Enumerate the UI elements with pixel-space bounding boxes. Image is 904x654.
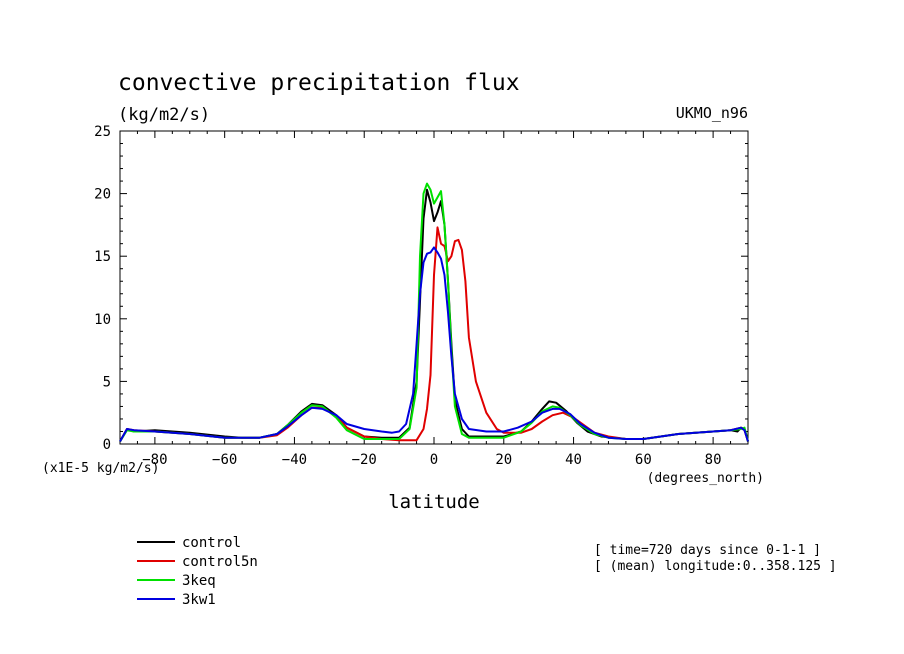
y-tick-label: 10 — [94, 312, 111, 328]
series-lines — [119, 182, 749, 443]
legend-label-3keq: 3keq — [182, 573, 216, 589]
legend-label-3kw1: 3kw1 — [182, 592, 216, 608]
x-tick-label: −60 — [212, 452, 237, 468]
legend: control control5n 3keq 3kw1 — [137, 535, 258, 608]
series-line-control — [119, 188, 749, 442]
chart-subtitle: (kg/m2/s) — [118, 105, 210, 125]
x-axis-title: latitude — [388, 491, 480, 513]
y-tick-label: 0 — [103, 437, 111, 453]
series-line-control5n — [119, 226, 749, 442]
x-axis: −80 −60 −40 −20 0 20 40 60 80 — [119, 131, 749, 468]
x-tick-label: 20 — [495, 452, 512, 468]
series-line-3keq — [119, 182, 749, 443]
info-line-time: [ time=720 days since 0-1-1 ] — [594, 543, 821, 558]
y-tick-label: 15 — [94, 249, 111, 265]
model-label: UKMO_n96 — [676, 104, 748, 122]
x-tick-label: 80 — [705, 452, 722, 468]
x-tick-label: 40 — [565, 452, 582, 468]
x-tick-label: 60 — [635, 452, 652, 468]
series-line-3kw1 — [119, 246, 749, 442]
x-tick-label: −20 — [352, 452, 377, 468]
chart-title: convective precipitation flux — [118, 70, 520, 96]
x-tick-label: 0 — [430, 452, 438, 468]
info-line-longitude: [ (mean) longitude:0..358.125 ] — [594, 559, 837, 574]
y-tick-label: 20 — [94, 187, 111, 203]
y-units-label: (x1E-5 kg/m2/s) — [42, 461, 159, 476]
legend-label-control5n: control5n — [182, 554, 258, 570]
x-tick-label: −40 — [282, 452, 307, 468]
x-units-label: (degrees_north) — [647, 471, 764, 486]
y-tick-label: 25 — [94, 124, 111, 140]
x-tick-label: −80 — [142, 452, 167, 468]
legend-label-control: control — [182, 535, 241, 551]
y-axis: 0 5 10 15 20 25 — [94, 124, 748, 453]
y-tick-label: 5 — [103, 374, 111, 390]
